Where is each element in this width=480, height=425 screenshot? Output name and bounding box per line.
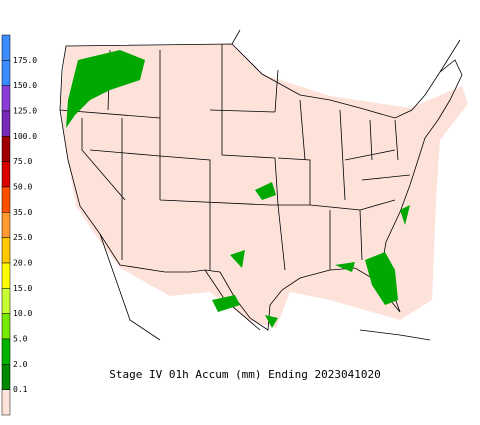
color-swatch	[1, 338, 11, 365]
legend-label: 125.0	[13, 107, 37, 116]
legend-label: 10.0	[13, 309, 32, 318]
color-swatch	[1, 364, 11, 390]
color-swatch	[1, 288, 11, 314]
legend-label: 35.0	[13, 208, 32, 217]
colorbar: 175.0 150.0 125.0 100.0 75.0 50.0 35.0 25.0 20.0…	[1, 34, 37, 416]
color-swatch	[1, 389, 11, 416]
legend-label: 25.0	[13, 233, 32, 242]
legend-label: 0.1	[13, 385, 28, 394]
color-swatch	[1, 237, 11, 264]
legend-label: 150.0	[13, 81, 37, 90]
legend-label: 75.0	[13, 157, 32, 166]
color-swatch	[1, 313, 11, 340]
color-swatch	[1, 136, 11, 162]
legend-label: 100.0	[13, 132, 37, 141]
precip	[66, 50, 410, 328]
color-swatch	[1, 60, 11, 86]
map-title: Stage IV 01h Accum (mm) Ending 202304102…	[109, 368, 381, 381]
legend-label: 20.0	[13, 259, 32, 268]
legend-label: 15.0	[13, 284, 32, 293]
color-swatch	[1, 34, 11, 61]
color-swatch	[1, 186, 11, 213]
us-outline	[59, 43, 463, 331]
color-swatch	[1, 161, 11, 188]
color-swatch	[1, 212, 11, 238]
color-swatch	[1, 85, 11, 112]
legend-label: 5.0	[13, 335, 28, 344]
legend-label: 50.0	[13, 183, 32, 192]
legend-label: 2.0	[13, 360, 28, 369]
color-swatch	[1, 262, 11, 289]
color-swatch	[1, 110, 11, 137]
legend-label: 175.0	[13, 56, 37, 65]
